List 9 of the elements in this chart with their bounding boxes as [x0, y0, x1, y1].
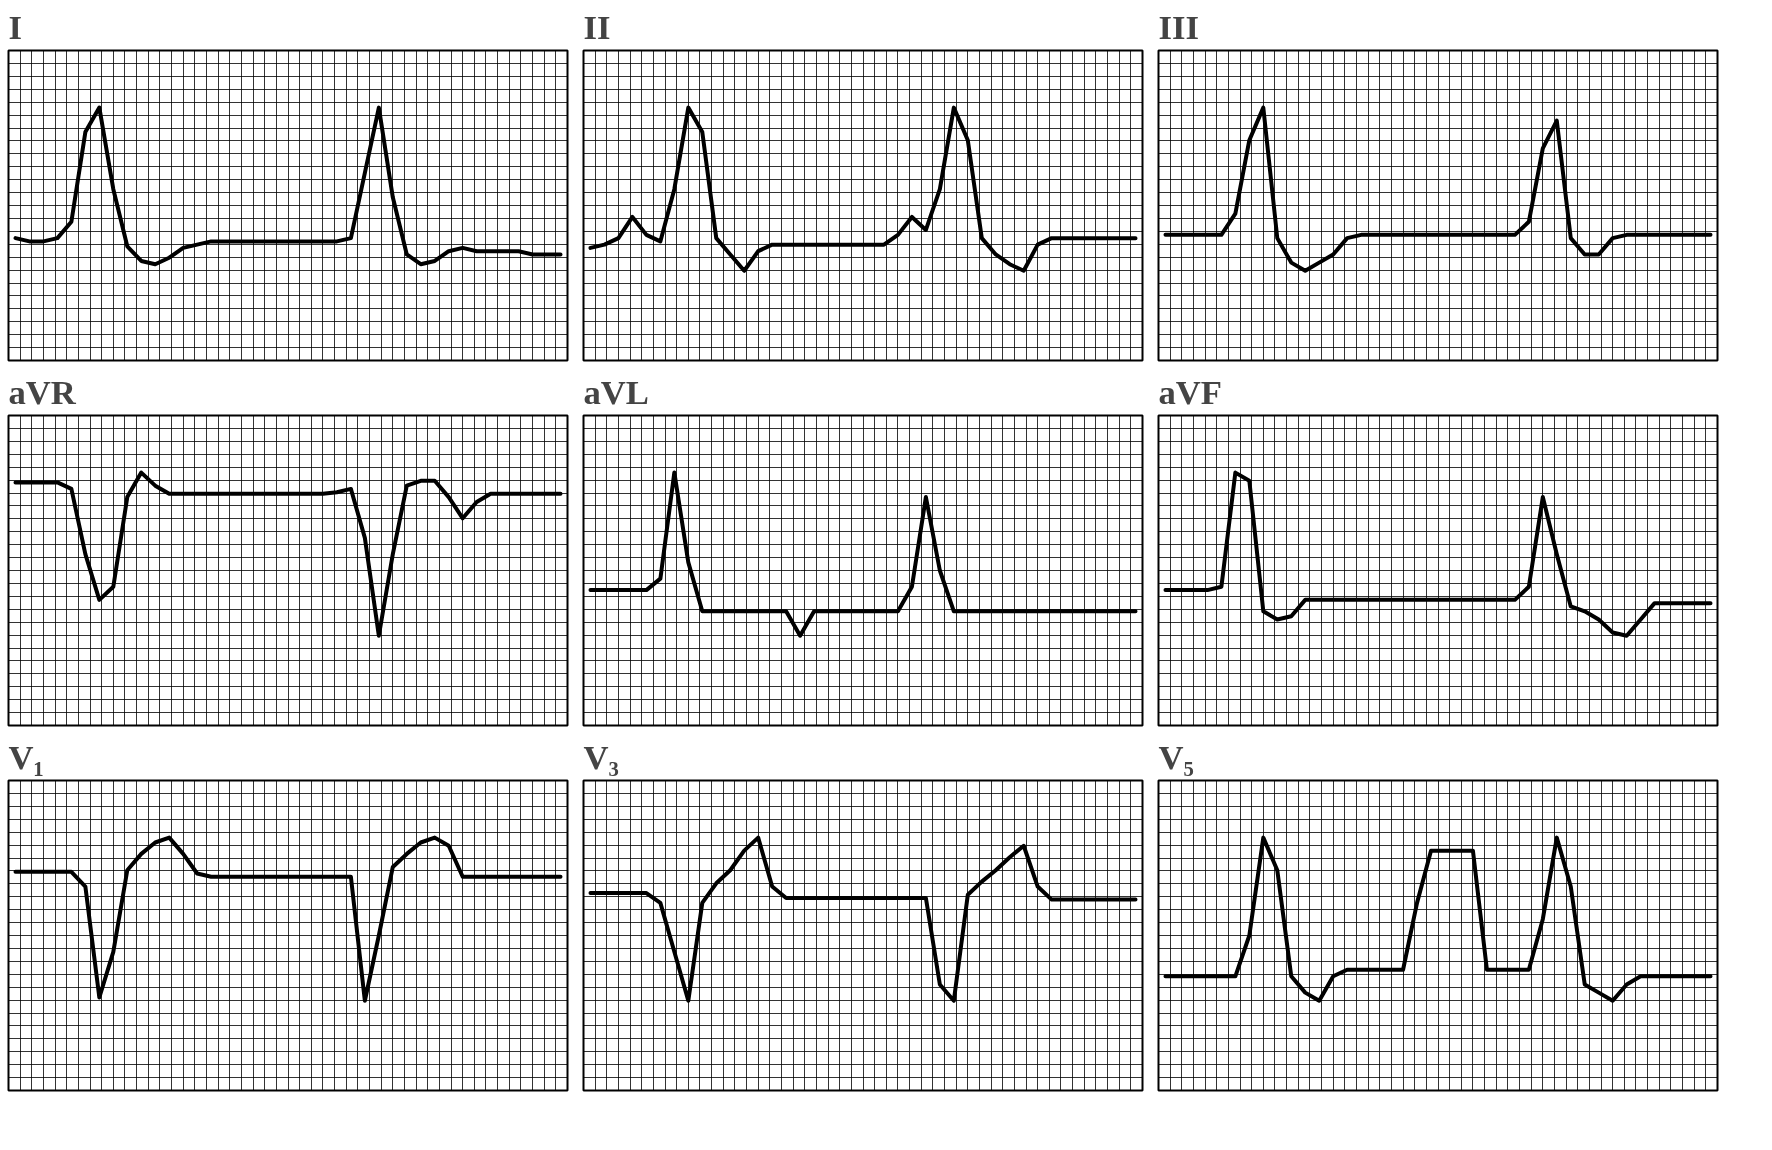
chart-title: III: [1158, 7, 1199, 46]
chart-title: aVR: [8, 372, 77, 411]
chart-title: I: [8, 7, 22, 46]
chart-title: aVF: [1158, 372, 1223, 411]
chart-title: aVL: [583, 372, 649, 411]
chart-title: II: [583, 7, 611, 46]
chart-title: V₅: [1158, 737, 1194, 776]
chart-title: V₃: [583, 737, 619, 776]
chart-title: V₁: [8, 737, 44, 776]
